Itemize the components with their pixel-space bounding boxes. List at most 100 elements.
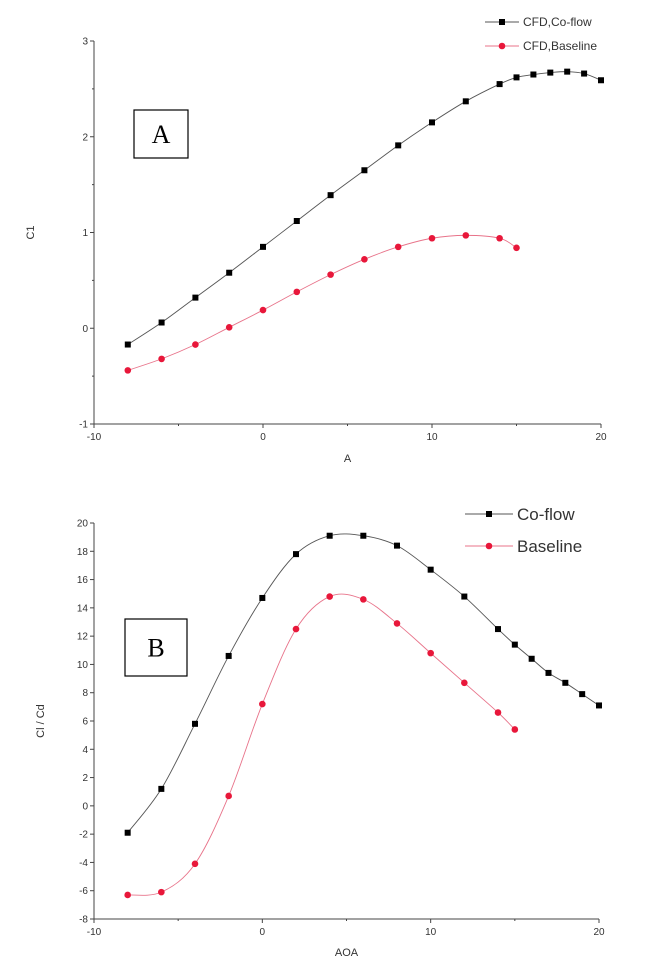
y-tick-label: -8: [79, 915, 88, 926]
chart-panel-b: -8 -6 -4 -2 0 2 4 6 8 10 12 14 16 18 20 -10 0 10 20 AOA Cl /…: [35, 505, 605, 959]
data-point-square: [562, 679, 569, 686]
legend-marker-circle: [485, 542, 493, 550]
data-point-circle: [461, 679, 468, 687]
series-line: [127, 234, 517, 371]
x-tick-label: 10: [425, 927, 437, 938]
y-tick-label: 20: [77, 519, 89, 530]
data-point-circle: [124, 891, 131, 899]
y-tick-label: 8: [82, 688, 88, 699]
y-tick-label: 1: [82, 228, 88, 239]
data-point-circle: [494, 709, 502, 716]
data-point-square: [545, 669, 552, 676]
data-point-square: [513, 74, 520, 81]
data-point-square: [598, 77, 604, 84]
y-tick-label: -4: [79, 858, 88, 869]
data-point-circle: [427, 649, 434, 657]
data-point-circle: [394, 243, 402, 251]
data-point-square: [530, 71, 537, 78]
data-point-square: [360, 532, 367, 539]
legend-marker-circle: [498, 42, 506, 50]
x-tick-label: 10: [426, 432, 438, 443]
panel-label-box: [133, 109, 189, 159]
y-tick-label: 3: [82, 37, 88, 48]
x-tick-label: -10: [87, 927, 102, 938]
data-point-square: [158, 319, 165, 326]
data-point-square: [581, 70, 588, 77]
x-tick-label: 20: [595, 432, 607, 443]
data-point-square: [547, 69, 554, 76]
data-point-square: [225, 652, 232, 659]
data-point-square: [495, 626, 501, 633]
data-point-circle: [293, 288, 301, 296]
data-point-circle: [259, 700, 266, 708]
x-axis-label: A: [344, 453, 352, 465]
data-point-square: [496, 81, 503, 88]
y-tick-label: 2: [82, 132, 88, 143]
data-point-square: [226, 269, 233, 276]
data-point-circle: [326, 593, 333, 600]
legend-label: Co-flow: [517, 505, 575, 524]
data-point-square: [259, 594, 266, 601]
x-tick-label: 0: [260, 432, 266, 443]
data-point-square: [528, 655, 535, 662]
x-axis-label: AOA: [335, 947, 359, 959]
data-point-circle: [462, 232, 470, 239]
data-point-circle: [158, 355, 165, 363]
data-point-square: [326, 532, 333, 539]
data-point-square: [511, 641, 518, 648]
y-tick-label: 14: [77, 603, 89, 614]
legend-label: CFD,Baseline: [523, 39, 597, 53]
panel-label: A: [152, 120, 171, 149]
x-tick-label: -10: [87, 432, 102, 443]
data-point-circle: [259, 306, 267, 314]
data-point-square: [427, 566, 434, 573]
data-point-square: [395, 142, 402, 149]
data-point-circle: [496, 234, 503, 242]
data-point-square: [327, 192, 334, 199]
series-line: [127, 71, 602, 345]
data-point-circle: [192, 341, 199, 348]
data-point-square: [158, 785, 165, 792]
data-point-square: [260, 243, 266, 250]
x-tick-label: 0: [260, 927, 266, 938]
y-tick-label: 0: [82, 324, 88, 335]
data-point-circle: [124, 367, 132, 374]
y-axis-label: C1: [25, 225, 37, 239]
legend-marker-square: [486, 511, 492, 517]
legend-marker-square: [499, 19, 505, 25]
y-tick-label: 2: [82, 773, 88, 784]
data-point-circle: [428, 234, 436, 242]
y-tick-label: 18: [77, 547, 89, 558]
data-point-circle: [191, 860, 199, 868]
legend-label: CFD,Co-flow: [523, 15, 592, 29]
data-point-square: [293, 551, 299, 558]
data-point-square: [192, 294, 199, 301]
y-tick-label: 0: [82, 801, 88, 812]
panel-label-box: [124, 618, 188, 677]
data-point-circle: [513, 244, 520, 252]
data-point-square: [596, 702, 602, 709]
data-point-circle: [158, 888, 165, 896]
y-tick-label: -1: [79, 420, 88, 431]
y-tick-label: -6: [79, 886, 88, 897]
data-point-circle: [225, 323, 233, 331]
data-point-circle: [225, 792, 232, 800]
data-point-circle: [360, 596, 367, 603]
y-tick-label: 4: [82, 745, 88, 756]
legend-label: Baseline: [517, 537, 582, 556]
data-point-square: [579, 691, 586, 698]
x-tick-label: 20: [593, 927, 605, 938]
y-axis-label: Cl / Cd: [35, 704, 47, 738]
y-tick-label: 10: [77, 660, 89, 671]
data-point-square: [192, 720, 198, 727]
y-tick-label: 16: [77, 575, 89, 586]
data-point-circle: [361, 256, 368, 263]
data-point-square: [124, 829, 131, 836]
y-tick-label: 6: [82, 717, 88, 728]
data-point-square: [564, 68, 571, 75]
data-point-square: [462, 98, 469, 105]
data-point-circle: [511, 726, 519, 733]
data-point-circle: [327, 271, 334, 278]
